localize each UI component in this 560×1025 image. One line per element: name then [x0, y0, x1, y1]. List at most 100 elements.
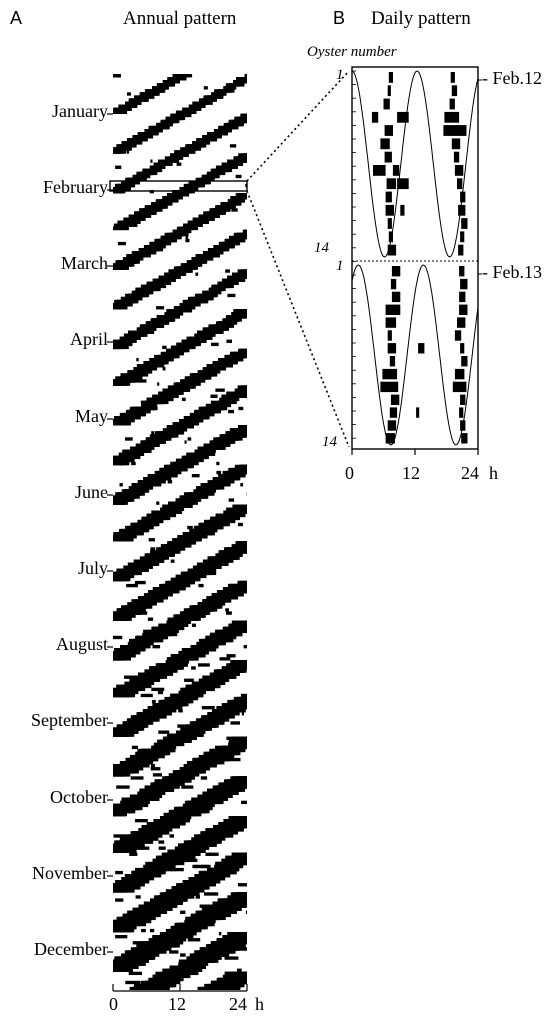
activity-segment: [216, 470, 222, 475]
activity-segment: [134, 599, 161, 603]
activity-segment: [163, 80, 179, 84]
activity-segment: [195, 177, 215, 182]
activity-segment: [197, 681, 220, 685]
activity-segment: [113, 223, 134, 227]
activity-segment: [160, 703, 181, 707]
activity-segment: [166, 580, 194, 585]
activity-segment: [141, 907, 164, 911]
activity-segment: [226, 587, 247, 591]
activity-segment: [113, 730, 130, 734]
activity-segment: [128, 254, 149, 258]
activity-segment: [169, 867, 177, 872]
activity-segment: [115, 419, 129, 423]
activity-segment: [134, 95, 155, 99]
activity-segment: [239, 232, 247, 237]
activity-segment: [228, 663, 247, 667]
activity-segment: [113, 770, 134, 774]
activity-segment: [213, 248, 224, 252]
activity-segment: [156, 706, 165, 710]
activity-segment: [117, 183, 133, 188]
activity-segment: [233, 507, 247, 511]
activity-segment: [120, 840, 129, 844]
activity-segment: [218, 321, 236, 325]
activity-segment: [168, 464, 179, 469]
activity-segment: [180, 458, 183, 463]
activity-segment: [152, 86, 169, 90]
activity-segment: [200, 522, 229, 527]
activity-segment: [164, 547, 168, 551]
activity-bar-day2-oyster14-1: [385, 433, 395, 444]
activity-segment: [127, 675, 135, 679]
activity-segment: [234, 464, 247, 469]
activity-segment: [113, 571, 141, 576]
activity-segment: [206, 907, 237, 911]
activity-segment: [221, 629, 242, 634]
activity-segment: [188, 877, 226, 881]
activity-segment: [212, 941, 247, 945]
activity-segment: [131, 461, 136, 466]
activity-segment: [190, 916, 221, 921]
activity-segment: [181, 110, 192, 114]
activity-segment: [140, 846, 150, 850]
activity-segment: [235, 174, 242, 179]
activity-segment: [160, 278, 167, 282]
activity-bar-day2-oyster10-1: [380, 381, 399, 393]
activity-segment: [239, 852, 247, 856]
activity-segment: [226, 339, 232, 343]
activity-bar-day2-oyster12-1: [389, 407, 398, 418]
activity-bar-day1-oyster4-1: [371, 111, 379, 123]
activity-segment: [186, 376, 210, 380]
activity-segment: [154, 861, 176, 866]
activity-segment: [187, 525, 193, 530]
month-label-january: January: [52, 101, 108, 121]
activity-segment: [182, 962, 205, 966]
activity-segment: [223, 510, 247, 514]
activity-segment: [187, 938, 201, 942]
activity-segment: [157, 895, 191, 899]
activity-segment: [170, 654, 206, 658]
activity-segment: [210, 480, 232, 484]
activity-segment: [222, 935, 247, 939]
activity-segment: [238, 193, 247, 197]
activity-bar-day2-oyster8-1: [389, 356, 396, 367]
activity-bar-day1-oyster2-1: [387, 85, 391, 97]
activity-segment: [119, 452, 144, 456]
activity-segment: [113, 733, 124, 737]
activity-segment: [227, 932, 233, 936]
activity-segment: [158, 730, 170, 734]
activity-segment: [221, 437, 235, 441]
activity-segment: [198, 809, 210, 814]
activity-segment: [204, 174, 217, 179]
activity-segment: [116, 956, 154, 960]
activity-segment: [163, 351, 182, 356]
activity-segment: [245, 620, 247, 624]
activity-segment: [232, 660, 247, 664]
activity-segment: [137, 754, 157, 759]
activity-segment: [156, 626, 180, 631]
activity-segment: [169, 541, 194, 545]
activity-segment: [134, 135, 152, 139]
activity-segment: [244, 974, 247, 979]
activity-segment: [173, 889, 198, 893]
activity-segment: [188, 959, 209, 963]
activity-segment: [120, 761, 153, 765]
activity-segment: [169, 464, 189, 469]
activity-segment: [124, 489, 147, 493]
activity-bar-day2-oyster3-1: [391, 291, 401, 303]
activity-segment: [192, 608, 209, 612]
daily-tidal-curves: [351, 70, 479, 446]
activity-segment: [128, 837, 151, 841]
activity-segment: [176, 736, 181, 740]
activity-segment: [198, 754, 235, 759]
activity-bar-day2-oyster5-2: [457, 317, 466, 328]
activity-bar-day1-oyster13-1: [388, 231, 393, 243]
activity-segment: [173, 382, 201, 386]
activity-segment: [230, 275, 247, 279]
activity-segment: [203, 602, 220, 606]
activity-bar-day2-oyster7-2: [418, 343, 425, 354]
activity-segment: [211, 403, 225, 408]
activity-segment: [214, 284, 231, 289]
activity-segment: [113, 651, 136, 655]
activity-segment: [125, 605, 148, 609]
activity-segment: [148, 977, 184, 982]
